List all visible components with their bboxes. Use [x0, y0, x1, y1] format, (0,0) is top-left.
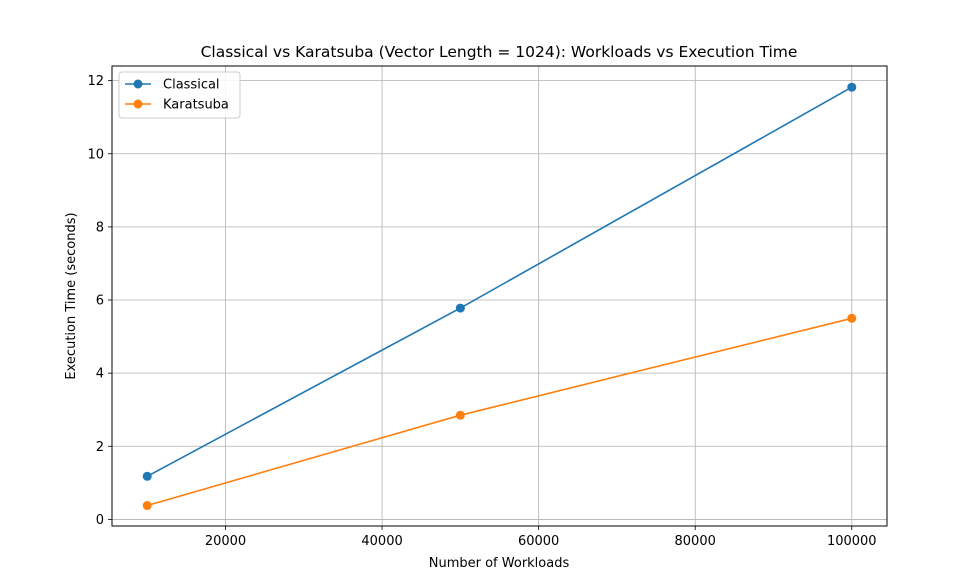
- x-axis: 20000 40000 60000 80000 100000: [205, 526, 877, 549]
- legend-label-karatsuba: Karatsuba: [163, 98, 229, 113]
- data-point-classical: [847, 82, 857, 92]
- x-tick-label: 100000: [827, 534, 877, 549]
- y-axis-label: Execution Time (seconds): [64, 212, 79, 379]
- y-tick-label: 4: [96, 367, 104, 382]
- x-tick-label: 60000: [518, 534, 559, 549]
- grid: [112, 66, 887, 526]
- y-axis: 0 2 4 6 8 10 12: [87, 74, 112, 528]
- series-layer: [142, 82, 857, 511]
- chart-title: Classical vs Karatsuba (Vector Length = …: [201, 43, 798, 61]
- data-point-karatsuba: [455, 410, 465, 420]
- y-tick-label: 12: [87, 74, 104, 89]
- y-tick-label: 10: [87, 147, 104, 162]
- data-point-classical: [142, 471, 152, 481]
- legend-label-classical: Classical: [163, 78, 220, 93]
- legend-marker-classical: [133, 79, 143, 89]
- data-point-karatsuba: [847, 313, 857, 323]
- x-axis-label: Number of Workloads: [429, 556, 570, 571]
- plot-frame: [111, 65, 888, 527]
- legend-marker-karatsuba: [133, 99, 143, 109]
- y-tick-label: 8: [96, 220, 104, 235]
- data-point-classical: [455, 303, 465, 313]
- x-tick-label: 80000: [675, 534, 716, 549]
- y-tick-label: 2: [96, 440, 104, 455]
- y-tick-label: 0: [96, 513, 104, 528]
- x-tick-label: 40000: [361, 534, 402, 549]
- data-point-karatsuba: [142, 501, 152, 511]
- x-tick-label: 20000: [205, 534, 246, 549]
- legend: Classical Karatsuba: [118, 71, 241, 119]
- y-tick-label: 6: [96, 294, 104, 309]
